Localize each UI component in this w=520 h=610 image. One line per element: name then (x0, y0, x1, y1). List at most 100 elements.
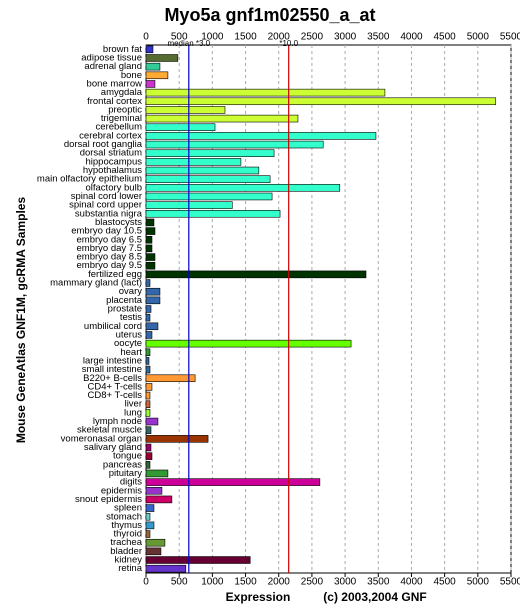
bar (145, 235, 153, 244)
y-tick-label: olfactory bulb (85, 182, 142, 193)
bar (145, 331, 153, 339)
y-tick-label: lung (124, 407, 142, 418)
bar (145, 435, 209, 443)
bar (145, 132, 377, 140)
bar (145, 383, 153, 391)
bar (145, 339, 352, 348)
y-tick-label: main olfactory epithelium (37, 174, 142, 185)
bar (145, 287, 161, 296)
bar (145, 80, 156, 88)
chart-title: Myo5a gnf1m02550_a_at (164, 5, 375, 25)
y-tick-label: dorsal striatum (80, 148, 142, 159)
bar (145, 140, 324, 149)
y-tick-label: mammary gland (lact) (50, 278, 142, 289)
y-tick-label: testis (120, 312, 142, 323)
bar (145, 244, 153, 253)
y-tick-label: hypothalamus (83, 165, 142, 176)
y-tick-label: vomeronasal organ (61, 433, 142, 444)
bar (145, 365, 151, 374)
x-tick-label: 2500 (301, 577, 324, 588)
bar (145, 218, 155, 227)
y-tick-label: retina (118, 563, 142, 574)
y-tick-label: B220+ B-cells (83, 373, 142, 384)
y-tick-label: frontal cortex (87, 96, 142, 107)
x-tick-label: 3500 (367, 577, 390, 588)
y-tick-label: uterus (116, 329, 143, 340)
bar (145, 564, 187, 573)
bar (145, 530, 151, 538)
bar (145, 175, 271, 183)
x-tick-label: 3000 (334, 577, 357, 588)
y-tick-label: amygdala (101, 87, 143, 98)
x-tick-label-top: 2000 (268, 32, 291, 43)
y-tick-label: CD4+ T-cells (88, 381, 143, 392)
y-tick-label: CD8+ T-cells (88, 390, 143, 401)
x-tick-label-top: 1500 (234, 32, 257, 43)
bar (145, 71, 169, 80)
y-tick-label: blastocysts (95, 217, 142, 228)
bar (145, 158, 242, 166)
reference-label: *10.0 (279, 39, 298, 48)
bar (145, 253, 156, 261)
x-tick-label-top: 5500 (500, 32, 520, 43)
y-tick-label: oocyte (114, 338, 142, 349)
bar (145, 443, 152, 452)
y-tick-label: spinal cord upper (69, 200, 142, 211)
y-tick-label: bone (121, 70, 142, 81)
y-tick-label: cerebellum (96, 122, 143, 133)
y-tick-label: spinal cord lower (71, 191, 142, 202)
bar (145, 521, 155, 530)
x-tick-label-top: 4500 (434, 32, 457, 43)
bar (145, 478, 321, 486)
bar (145, 106, 226, 114)
y-tick-label: preoptic (108, 104, 142, 115)
bar (145, 512, 151, 521)
x-tick-label-top: 5000 (467, 32, 490, 43)
x-tick-label: 1000 (201, 577, 224, 588)
x-tick-label: 5000 (467, 577, 490, 588)
y-tick-label: salivary gland (84, 442, 142, 453)
y-tick-label: embryo day 10.5 (71, 226, 142, 237)
y-tick-label: tongue (113, 451, 142, 462)
credit: (c) 2003,2004 GNF (323, 590, 426, 604)
bar (145, 149, 275, 157)
bar (145, 374, 196, 383)
y-tick-label: ovary (119, 286, 142, 297)
bar (145, 123, 216, 131)
bar (145, 322, 159, 331)
bar (145, 547, 162, 556)
y-tick-label: thymus (111, 520, 142, 531)
y-tick-label: heart (120, 347, 142, 358)
x-tick-label-top: 3000 (334, 32, 357, 43)
x-tick-label: 4500 (434, 577, 457, 588)
x-tick-label: 2000 (268, 577, 291, 588)
y-tick-label: large intestine (83, 355, 142, 366)
y-tick-label: brown fat (103, 44, 142, 55)
bar (145, 452, 153, 460)
y-tick-label: liver (125, 399, 142, 410)
y-tick-label: embryo day 8.5 (77, 252, 142, 263)
y-tick-label: epidermis (101, 485, 142, 496)
y-tick-label: pancreas (103, 459, 142, 470)
bar (145, 495, 173, 504)
bar (145, 469, 169, 478)
bar (145, 538, 166, 547)
y-tick-label: spleen (114, 503, 142, 514)
bar (145, 62, 161, 71)
bar (145, 210, 281, 218)
bar (145, 504, 155, 512)
bar (145, 305, 152, 313)
bar (145, 279, 151, 287)
bar (145, 88, 386, 97)
bar (145, 487, 163, 495)
y-tick-label: trigeminal (101, 113, 142, 124)
y-tick-label: fertilized egg (88, 269, 142, 280)
bar (145, 348, 151, 357)
bar (145, 261, 156, 270)
bar (145, 296, 161, 305)
y-tick-label: thyroid (113, 529, 142, 540)
reference-label: median *3.0 (167, 39, 210, 48)
y-tick-label: digits (120, 477, 142, 488)
x-axis-label: Expression (226, 590, 291, 604)
bar (145, 192, 273, 201)
